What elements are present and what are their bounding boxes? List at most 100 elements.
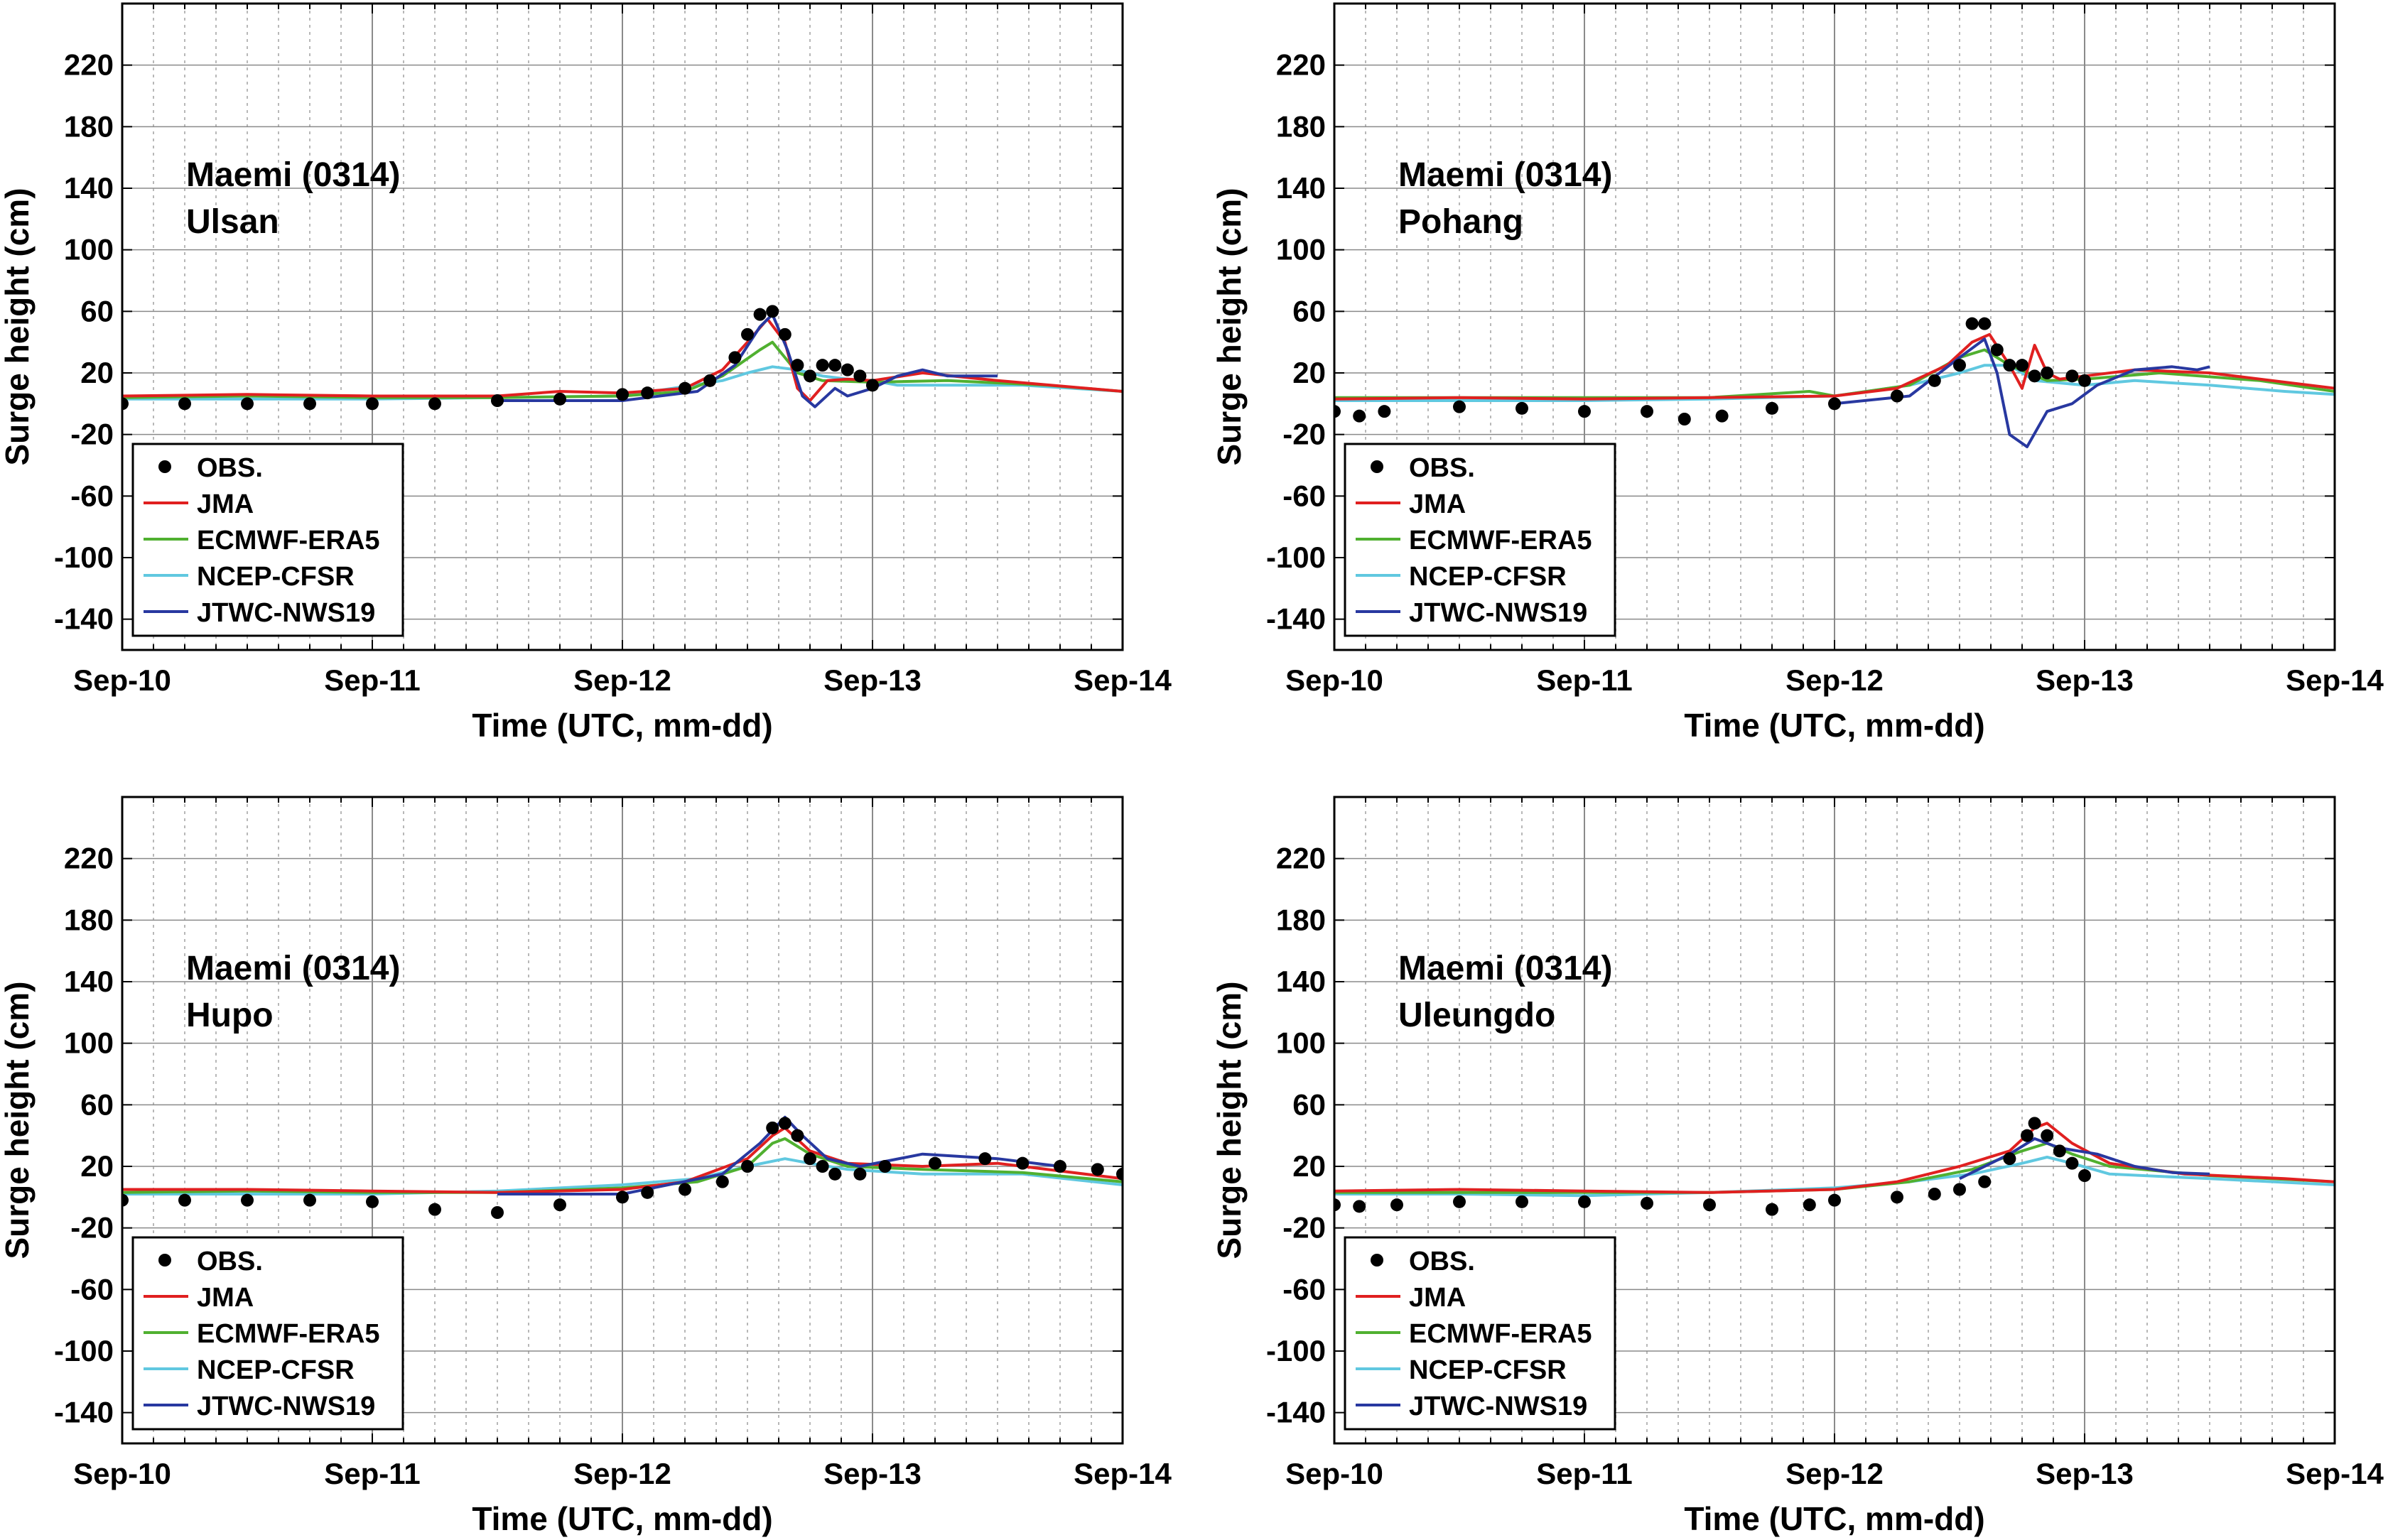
legend-label-obs: OBS.	[197, 1247, 263, 1276]
data-point-obs	[1353, 409, 1366, 423]
legend-label-ecmwf-era5: ECMWF-ERA5	[1409, 526, 1592, 555]
data-point-obs	[1703, 1198, 1716, 1212]
y-tick-label: 180	[64, 903, 114, 936]
data-point-obs	[178, 397, 191, 411]
chart-panel-4: -140 -100 -60 -20 20 60 100 140 180 220 Sep-10 Sep-…	[1211, 796, 2384, 1537]
data-point-obs	[491, 1206, 504, 1219]
y-tick-label: -100	[1266, 541, 1326, 574]
data-point-obs	[1803, 1198, 1816, 1212]
y-tick-label: -100	[54, 1334, 114, 1367]
x-tick-label: Sep-11	[1536, 1457, 1632, 1490]
data-point-obs	[679, 381, 691, 395]
series-obs	[1334, 317, 2091, 425]
x-axis-label: Time (UTC, mm-dd)	[1684, 707, 1984, 744]
legend-label-jtwc-nws19: JTWC-NWS19	[197, 598, 375, 628]
legend-label-ecmwf-era5: ECMWF-ERA5	[197, 1319, 380, 1349]
x-tick-label: Sep-10	[1285, 663, 1383, 697]
y-tick-label: 140	[1276, 965, 1326, 998]
data-point-obs	[491, 394, 504, 407]
data-point-obs	[1578, 1195, 1591, 1208]
data-point-obs	[929, 1156, 941, 1170]
data-point-obs	[853, 369, 867, 383]
series-line-ncep-cfsr	[1334, 364, 2335, 402]
x-tick-label: Sep-14	[1074, 663, 1172, 697]
data-point-obs	[1453, 1195, 1466, 1208]
y-tick-label: 60	[1292, 294, 1326, 327]
data-point-obs	[553, 392, 566, 406]
data-point-obs	[1766, 401, 1778, 415]
legend: OBS. JMA ECMWF-ERA5 NCEP-CFSR JTWC-NWS19	[1344, 1236, 1616, 1431]
data-point-obs	[2065, 1156, 2079, 1170]
data-point-obs	[1677, 413, 1691, 425]
x-tick-label: Sep-12	[573, 663, 671, 697]
data-point-obs	[741, 1160, 754, 1173]
series-obs	[1334, 1117, 2091, 1216]
data-point-obs	[303, 397, 316, 411]
legend-label-jtwc-nws19: JTWC-NWS19	[197, 1392, 375, 1421]
legend-label-jtwc-nws19: JTWC-NWS19	[1409, 598, 1587, 628]
grid	[1334, 4, 2335, 650]
y-tick-label: 220	[64, 48, 114, 82]
storm-name-label: Maemi (0314)	[186, 950, 400, 987]
series-obs	[122, 1117, 1123, 1219]
x-tick-label: Sep-14	[1074, 1457, 1172, 1490]
data-point-obs	[1828, 1193, 1841, 1207]
y-tick-label: 20	[80, 1149, 114, 1183]
data-point-obs	[828, 1167, 842, 1181]
data-point-obs	[2003, 359, 2016, 372]
x-tick-label: Sep-12	[1785, 1457, 1884, 1490]
x-axis-label: Time (UTC, mm-dd)	[472, 1500, 772, 1537]
data-point-obs	[1641, 405, 1653, 418]
legend-label-jma: JMA	[1409, 489, 1466, 519]
series-group	[122, 1115, 1123, 1219]
legend-label-jma: JMA	[197, 489, 254, 519]
x-tick-label: Sep-11	[324, 663, 420, 697]
data-point-obs	[1891, 1191, 1903, 1204]
data-point-obs	[753, 308, 767, 321]
y-axis-label: Surge height (cm)	[1211, 188, 1248, 465]
data-point-obs	[616, 388, 629, 401]
data-point-obs	[878, 1160, 892, 1173]
y-tick-label: 180	[1276, 903, 1326, 936]
data-point-obs	[1578, 405, 1591, 418]
y-tick-label: -140	[1266, 1396, 1326, 1429]
data-point-obs	[828, 359, 842, 372]
data-point-obs	[1928, 374, 1941, 387]
data-point-obs	[1928, 1188, 1941, 1200]
x-axis-label: Time (UTC, mm-dd)	[1684, 1500, 1984, 1537]
x-tick-label: Sep-13	[2036, 1457, 2134, 1490]
chart-panel-1: -140 -100 -60 -20 20 60 100 140 180 220 Sep-10 Sep-…	[0, 2, 1172, 744]
legend: OBS. JMA ECMWF-ERA5 NCEP-CFSR JTWC-NWS19	[131, 1236, 404, 1431]
legend-marker-obs	[158, 1254, 171, 1267]
plot-frame	[1333, 2, 2336, 651]
data-point-obs	[303, 1193, 316, 1207]
y-tick-label: 100	[1276, 1026, 1326, 1060]
y-tick-label: -20	[70, 418, 114, 451]
series-line-jma	[122, 1126, 1123, 1194]
legend: OBS. JMA ECMWF-ERA5 NCEP-CFSR JTWC-NWS19	[131, 443, 404, 637]
data-point-obs	[1953, 359, 1966, 372]
y-tick-label: 20	[1292, 1149, 1326, 1183]
data-point-obs	[641, 386, 654, 400]
y-tick-label: 140	[1276, 171, 1326, 205]
data-point-obs	[1715, 409, 1729, 423]
data-point-obs	[553, 1198, 566, 1212]
x-tick-label: Sep-10	[1285, 1457, 1383, 1490]
y-tick-label: -60	[1282, 479, 1326, 512]
data-point-obs	[715, 1175, 729, 1188]
y-tick-label: 100	[64, 1026, 114, 1060]
series-group	[1334, 1117, 2335, 1216]
legend-label-ncep-cfsr: NCEP-CFSR	[1409, 1355, 1567, 1385]
data-point-obs	[1953, 1183, 1966, 1196]
legend-label-jtwc-nws19: JTWC-NWS19	[1409, 1392, 1587, 1421]
data-point-obs	[178, 1193, 191, 1207]
data-point-obs	[2041, 1129, 2054, 1142]
y-tick-label: 220	[1276, 48, 1326, 82]
data-point-obs	[1891, 389, 1903, 403]
y-tick-label: -140	[1266, 602, 1326, 636]
data-point-obs	[778, 327, 792, 341]
station-name-label: Hupo	[186, 997, 274, 1034]
y-axis-label: Surge height (cm)	[1211, 981, 1248, 1259]
y-tick-label: -20	[70, 1211, 114, 1245]
